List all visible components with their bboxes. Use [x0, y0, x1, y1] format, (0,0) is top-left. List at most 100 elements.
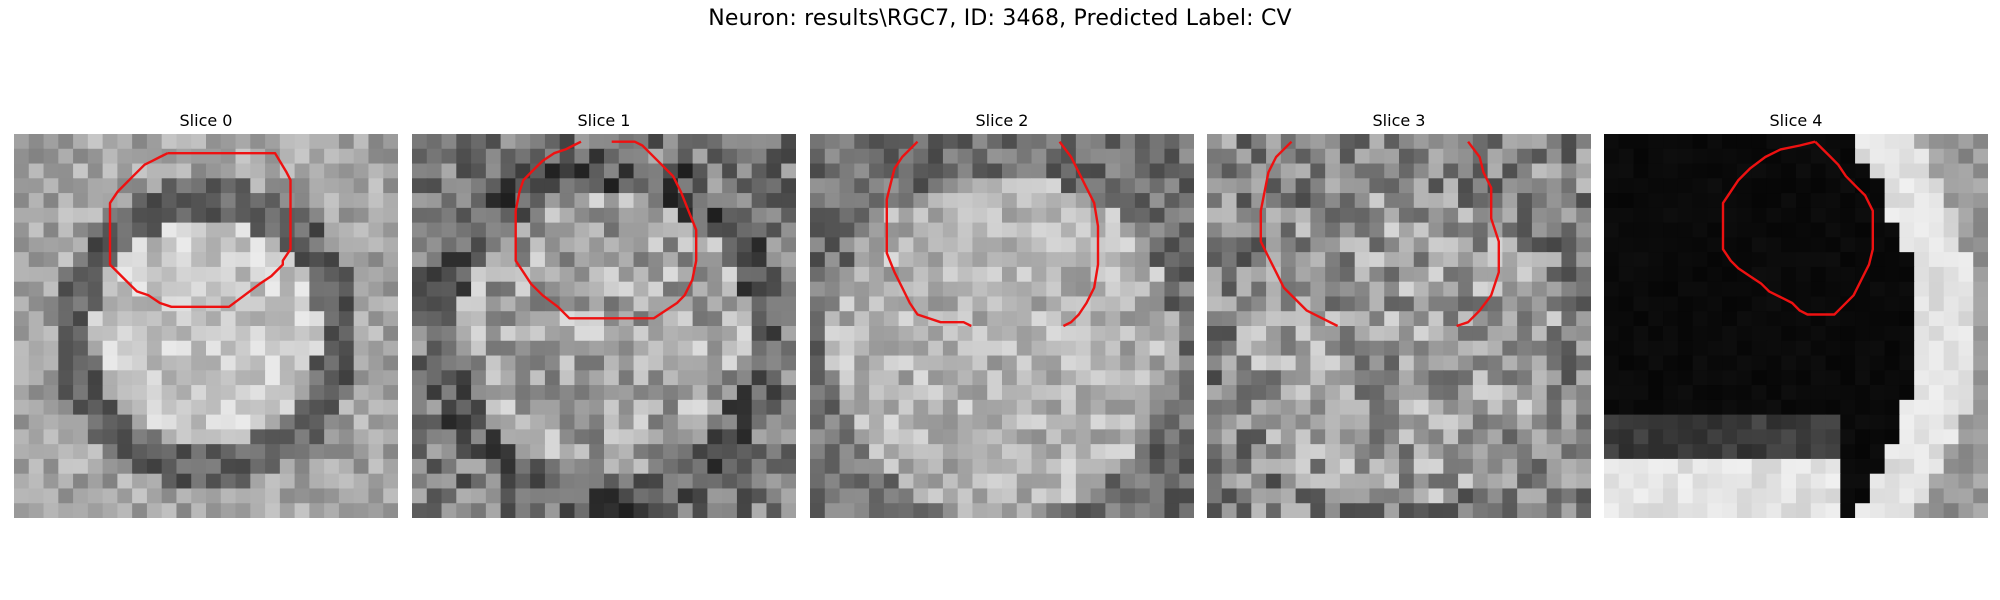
pixel-cell: [1207, 163, 1223, 179]
pixel-cell: [1618, 207, 1635, 224]
pixel-cell: [751, 134, 768, 150]
pixel-cell: [1266, 134, 1282, 150]
pixel-cell: [810, 252, 826, 268]
pixel-cell: [692, 237, 708, 253]
pixel-cell: [485, 503, 502, 518]
pixel-cell: [707, 444, 723, 460]
pixel-cell: [1576, 296, 1591, 312]
pixel-cell: [1766, 473, 1782, 490]
pixel-cell: [368, 266, 384, 283]
pixel-cell: [1648, 237, 1664, 253]
pixel-cell: [73, 326, 89, 342]
pixel-cell: [383, 458, 398, 475]
pixel-cell: [191, 355, 207, 371]
pixel-cell: [1502, 148, 1518, 165]
pixel-cell: [1973, 414, 1988, 430]
pixel-cell: [368, 503, 384, 518]
pixel-cell: [707, 414, 723, 430]
pixel-cell: [309, 326, 325, 342]
pixel-cell: [1677, 148, 1694, 165]
pixel-cell: [1884, 503, 1900, 518]
pixel-cell: [942, 326, 959, 342]
pixel-cell: [1266, 458, 1282, 475]
pixel-cell: [1561, 385, 1577, 401]
pixel-cell: [677, 414, 694, 430]
pixel-cell: [1369, 311, 1385, 327]
pixel-cell: [220, 222, 237, 238]
pixel-cell: [1576, 370, 1591, 386]
pixel-cell: [751, 281, 768, 298]
pixel-cell: [1251, 296, 1267, 312]
pixel-cell: [648, 370, 664, 386]
pixel-cell: [1428, 311, 1444, 327]
pixel-cell: [589, 296, 605, 312]
pixel-cell: [1413, 207, 1430, 224]
pixel-cell: [618, 281, 635, 298]
pixel-cell: [824, 503, 841, 518]
pixel-cell: [604, 473, 620, 490]
pixel-cell: [500, 296, 516, 312]
pixel-cell: [1899, 178, 1915, 194]
pixel-cell: [1354, 340, 1371, 357]
pixel-cell: [1796, 326, 1812, 342]
pixel-cell: [957, 370, 974, 386]
pixel-cell: [648, 296, 664, 312]
pixel-cell: [839, 296, 855, 312]
pixel-cell: [324, 326, 340, 342]
pixel-cell: [235, 207, 251, 224]
pixel-cell: [426, 237, 443, 253]
pixel-cell: [73, 207, 89, 224]
pixel-cell: [1810, 340, 1827, 357]
pixel-cell: [1428, 429, 1444, 445]
pixel-cell: [1722, 340, 1738, 357]
pixel-cell: [1105, 237, 1121, 253]
pixel-cell: [736, 414, 753, 430]
pixel-cell: [1766, 311, 1782, 327]
pixel-cell: [883, 340, 900, 357]
pixel-cell: [1310, 148, 1326, 165]
pixel-cell: [1251, 488, 1267, 504]
pixel-cell: [1840, 296, 1856, 312]
pixel-cell: [1134, 444, 1151, 460]
pixel-cell: [485, 488, 502, 504]
pixel-cell: [589, 503, 605, 518]
pixel-cell: [206, 503, 222, 518]
pixel-cell: [1266, 222, 1282, 238]
pixel-cell: [1604, 281, 1620, 298]
pixel-cell: [781, 237, 796, 253]
pixel-cell: [810, 281, 826, 298]
pixel-cell: [1280, 266, 1297, 283]
pixel-cell: [279, 296, 296, 312]
pixel-cell: [707, 163, 723, 179]
pixel-cell: [146, 488, 163, 504]
pixel-cell: [485, 340, 502, 357]
pixel-cell: [1046, 148, 1062, 165]
pixel-cell: [1031, 326, 1047, 342]
pixel-cell: [176, 473, 192, 490]
pixel-cell: [1869, 385, 1886, 401]
pixel-cell: [1016, 281, 1033, 298]
pixel-cell: [383, 252, 398, 268]
pixel-cell: [412, 252, 428, 268]
pixel-cell: [1781, 134, 1797, 150]
pixel-cell: [854, 488, 870, 504]
pixel-cell: [500, 385, 516, 401]
pixel-cell: [58, 399, 74, 416]
pixel-cell: [1825, 207, 1841, 224]
pixel-cell: [1399, 503, 1415, 518]
pixel-cell: [928, 503, 944, 518]
pixel-cell: [544, 193, 561, 209]
pixel-cell: [1531, 326, 1548, 342]
pixel-cell: [1810, 399, 1827, 416]
pixel-cell: [117, 503, 133, 518]
pixel-cell: [1677, 252, 1694, 268]
pixel-cell: [250, 296, 266, 312]
pixel-cell: [972, 399, 988, 416]
pixel-cell: [1618, 326, 1635, 342]
pixel-cell: [707, 458, 723, 475]
pixel-cell: [28, 488, 45, 504]
pixel-cell: [1576, 399, 1591, 416]
pixel-cell: [1046, 193, 1062, 209]
pixel-cell: [1266, 207, 1282, 224]
pixel-cell: [1266, 296, 1282, 312]
